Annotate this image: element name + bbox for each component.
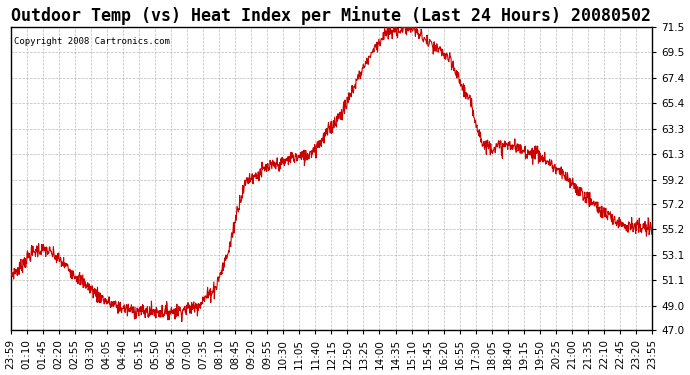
Text: Copyright 2008 Cartronics.com: Copyright 2008 Cartronics.com — [14, 37, 170, 46]
Title: Outdoor Temp (vs) Heat Index per Minute (Last 24 Hours) 20080502: Outdoor Temp (vs) Heat Index per Minute … — [11, 6, 651, 24]
